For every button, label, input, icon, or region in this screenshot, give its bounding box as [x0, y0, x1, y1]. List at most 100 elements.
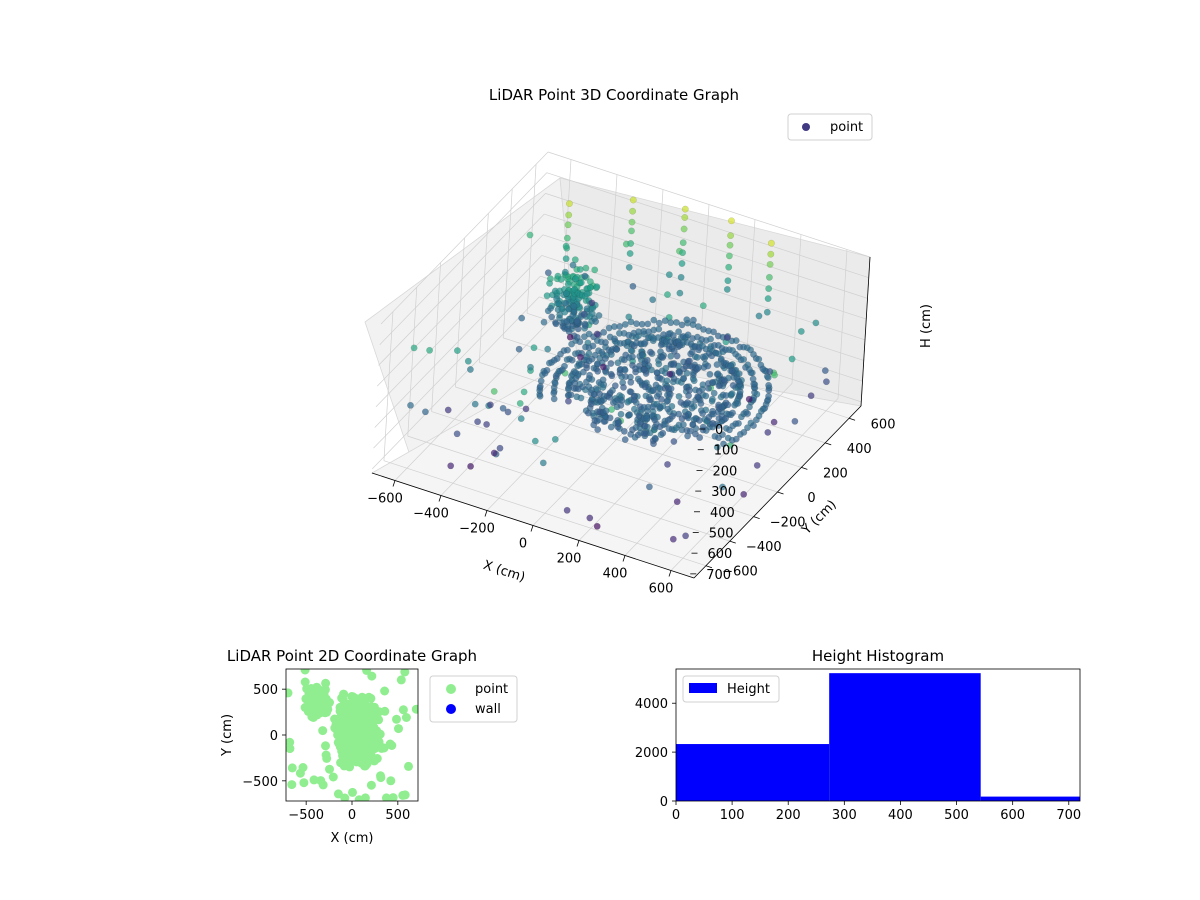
data-point-3d — [670, 375, 678, 382]
x-tick-label-3d: 400 — [603, 567, 628, 582]
data-point-2d — [333, 789, 343, 799]
h-tick-label-3d: 100 — [714, 444, 739, 459]
data-point-2d — [339, 689, 349, 699]
data-point-3d — [426, 346, 433, 354]
data-point-3d — [617, 410, 625, 418]
data-point-2d — [348, 787, 357, 797]
data-point-3d — [728, 390, 736, 397]
y-tick-label-2d: 0 — [270, 729, 278, 744]
data-point-3d — [518, 314, 526, 322]
data-point-2d — [366, 780, 376, 790]
data-point-3d — [655, 325, 663, 333]
data-point-2d — [400, 790, 410, 800]
grid-line — [431, 411, 754, 517]
data-point-3d — [686, 357, 693, 365]
y-tick-mark-3d — [705, 565, 713, 569]
histogram-bar — [980, 796, 1080, 801]
data-point-3d — [568, 356, 576, 364]
data-point-3d — [594, 426, 602, 433]
x-axis-label-3d: X (cm) — [481, 558, 527, 586]
data-point-3d — [646, 483, 653, 491]
data-point-3d — [421, 408, 429, 416]
data-point-3d — [664, 416, 672, 424]
data-point-2d — [340, 793, 350, 801]
data-point-3d — [576, 265, 584, 273]
data-point-3d — [572, 275, 580, 283]
data-point-3d — [729, 381, 737, 389]
chart-3d-title: LiDAR Point 3D Coordinate Graph — [489, 86, 739, 104]
y-tick-mark-3d — [825, 442, 832, 446]
data-point-3d — [675, 328, 682, 336]
data-point-2d — [387, 741, 397, 750]
data-point-3d — [630, 392, 638, 400]
data-point-3d — [740, 428, 748, 436]
data-point-3d — [673, 352, 681, 360]
data-point-3d — [551, 435, 559, 443]
data-point-3d — [669, 535, 677, 543]
data-point-2d — [400, 669, 410, 677]
histogram: Height Histogram 0 100 200 300 400 500 600 7000… — [635, 647, 1081, 823]
data-point-3d — [594, 367, 602, 375]
x-tick-mark-3d — [392, 480, 396, 487]
data-point-3d — [765, 392, 772, 400]
data-point-3d — [611, 335, 618, 343]
data-point-3d — [755, 312, 763, 320]
data-point-3d — [586, 284, 594, 291]
data-point-3d — [680, 225, 688, 233]
data-point-3d — [704, 362, 712, 370]
data-point-3d — [582, 322, 589, 329]
data-point-3d — [586, 371, 593, 379]
grid-line — [378, 193, 546, 366]
data-point-3d — [573, 333, 581, 341]
data-point-3d — [656, 374, 663, 382]
data-point-3d — [719, 431, 726, 438]
grid-line — [380, 151, 549, 325]
data-point-2d — [346, 705, 356, 715]
data-point-2d — [287, 780, 297, 790]
data-point-3d — [608, 372, 616, 380]
data-point-3d — [765, 285, 773, 292]
data-point-3d — [670, 331, 677, 339]
x-tick-label-3d: 0 — [519, 537, 527, 552]
data-point-3d — [709, 395, 716, 403]
legend-2d-marker-point — [446, 684, 456, 694]
data-point-3d — [715, 422, 723, 429]
data-point-3d — [676, 289, 684, 297]
data-point-3d — [643, 356, 651, 364]
data-point-3d — [699, 302, 707, 310]
data-point-2d — [404, 761, 413, 771]
y-tick-mark-3d — [729, 540, 736, 544]
data-point-3d — [587, 400, 595, 408]
data-point-3d — [744, 410, 751, 417]
data-point-3d — [548, 313, 556, 321]
data-point-3d — [591, 351, 599, 359]
data-point-3d — [709, 407, 716, 415]
data-point-3d — [563, 234, 571, 242]
data-point-3d — [709, 378, 716, 386]
data-point-3d — [812, 319, 820, 327]
data-point-3d — [656, 423, 664, 431]
y-tick-label-2d: −500 — [242, 775, 278, 790]
y-tick-label-3d: −600 — [722, 565, 758, 580]
data-point-2d — [411, 704, 418, 714]
data-point-2d — [319, 703, 329, 713]
y-tick-label-2d: 500 — [253, 683, 278, 698]
data-point-2d — [344, 723, 354, 732]
data-point-3d — [663, 377, 671, 385]
data-point-3d — [740, 490, 748, 498]
x-tick-label-histogram: 600 — [1000, 808, 1025, 823]
x-tick-label-histogram: 500 — [944, 808, 969, 823]
grid-line — [547, 151, 871, 258]
data-point-3d — [669, 412, 676, 420]
data-point-3d — [563, 289, 570, 297]
data-point-3d — [702, 392, 710, 400]
data-point-3d — [599, 363, 607, 371]
data-point-3d — [611, 382, 619, 390]
data-point-3d — [693, 353, 701, 361]
data-point-3d — [627, 240, 635, 247]
y-tick-label-3d: 400 — [847, 442, 872, 457]
data-point-2d — [362, 759, 372, 769]
ticks-2d: −500 0 500 −500 0 500 — [242, 683, 410, 823]
data-point-3d — [652, 381, 660, 389]
grid-line — [407, 435, 730, 542]
